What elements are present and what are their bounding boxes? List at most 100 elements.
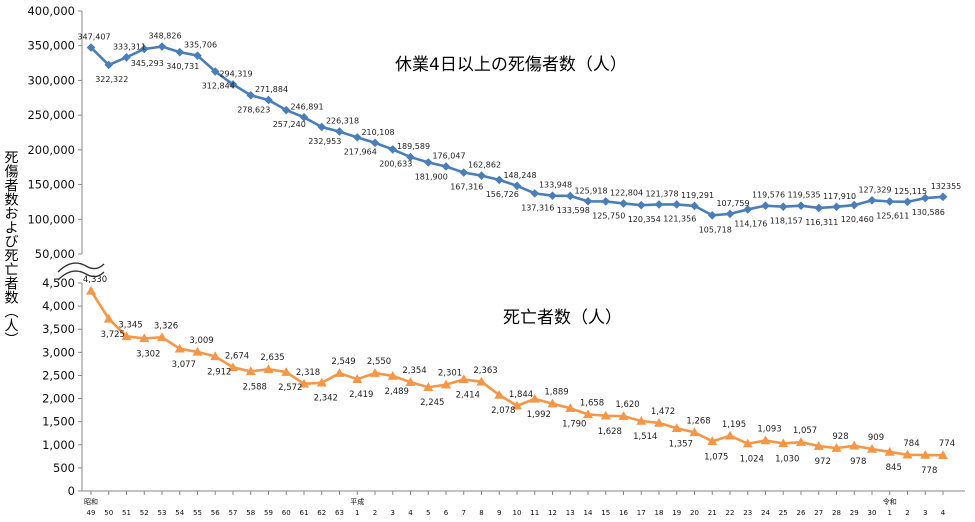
injuries-point [494, 175, 504, 185]
deaths-point [334, 368, 345, 377]
deaths-data-label: 2,549 [331, 357, 355, 367]
deaths-point [405, 377, 416, 386]
injuries-data-label: 345,293 [131, 59, 164, 68]
injuries-data-label: 335,706 [184, 41, 217, 50]
deaths-data-label: 2,318 [296, 368, 320, 378]
deaths-data-label: 845 [886, 463, 902, 473]
injuries-point [281, 105, 291, 115]
injuries-data-label: 347,407 [77, 33, 110, 42]
y-axis-title: 死傷者数および死亡者数（人） [1, 150, 19, 351]
injuries-data-label: 348,826 [148, 32, 181, 41]
injuries-data-label: 121,378 [645, 189, 678, 198]
deaths-point [547, 398, 558, 408]
injuries-data-label: 271,884 [255, 85, 288, 94]
x-tick-label: 2 [905, 509, 909, 517]
x-tick-label: 3 [923, 509, 927, 517]
x-tick-label: 13 [566, 509, 575, 517]
deaths-point [86, 285, 96, 295]
y-tick-label: 300,000 [27, 73, 75, 87]
deaths-point [618, 411, 629, 420]
x-tick-label: 54 [175, 509, 184, 517]
deaths-data-label: 2,912 [207, 367, 231, 377]
deaths-point [778, 438, 789, 448]
deaths-data-label: 2,489 [385, 387, 409, 397]
injuries-point [335, 127, 344, 136]
injuries-data-label: 156,726 [486, 190, 519, 199]
injuries-data-label: 119,576 [752, 191, 785, 200]
deaths-data-label: 4,330 [83, 275, 107, 285]
x-tick-label: 21 [708, 509, 717, 517]
injuries-data-label: 122,804 [610, 188, 643, 197]
x-tick-label: 20 [690, 509, 699, 517]
deaths-point [263, 364, 274, 373]
deaths-data-label: 1,790 [562, 419, 586, 429]
y-tick-label: 500 [53, 461, 75, 475]
injuries-point [370, 138, 380, 148]
injuries-point [654, 200, 664, 209]
injuries-data-label: 257,240 [273, 120, 306, 129]
injuries-data-label: 312,844 [202, 82, 235, 91]
deaths-data-label: 1,992 [527, 410, 551, 420]
x-tick-label: 25 [779, 509, 788, 517]
injuries-data-label: 125,115 [894, 187, 927, 196]
deaths-point [103, 313, 114, 323]
deaths-data-label: 1,057 [793, 426, 817, 436]
x-tick-label: 58 [246, 509, 255, 517]
injuries-data-label: 120,460 [841, 215, 874, 224]
x-tick-label: 53 [158, 509, 167, 517]
x-tick-label: 12 [548, 509, 557, 517]
deaths-point [476, 376, 487, 386]
injuries-point [210, 67, 220, 76]
deaths-data-label: 1,472 [651, 407, 675, 417]
x-tick-label: 59 [264, 509, 273, 517]
deaths-point [867, 443, 877, 453]
x-tick-label: 49 [87, 509, 96, 517]
injuries-data-label: 210,108 [361, 128, 394, 137]
injuries-point [849, 200, 859, 210]
x-tick-label: 1 [888, 509, 892, 517]
injuries-data-label: 148,248 [503, 171, 536, 180]
deaths-data-label: 2,674 [225, 351, 249, 361]
deaths-point [884, 446, 895, 456]
injuries-data-label: 121,356 [663, 214, 696, 223]
deaths-point [174, 343, 185, 353]
injuries-point [867, 196, 877, 205]
deaths-data-label: 928 [832, 432, 848, 442]
injuries-point [317, 122, 327, 132]
injuries-data-label: 322,322 [95, 75, 128, 84]
y-tick-label: 1,000 [42, 438, 75, 452]
injuries-data-label: 133,948 [539, 181, 572, 190]
y-tick-label: 400,000 [27, 4, 75, 18]
deaths-data-label: 2,354 [402, 366, 426, 376]
x-tick-label: 8 [479, 509, 483, 517]
deaths-data-label: 1,620 [615, 400, 639, 410]
deaths-data-label: 1,844 [509, 390, 533, 400]
x-tick-label: 51 [122, 509, 131, 517]
deaths-point [760, 435, 771, 445]
deaths-data-label: 778 [921, 466, 937, 476]
injuries-point [565, 191, 575, 201]
x-tick-label: 16 [619, 509, 628, 517]
y-tick-label: 4,000 [42, 299, 75, 313]
injuries-point [388, 145, 398, 154]
deaths-point [849, 440, 860, 450]
deaths-data-label: 2,245 [420, 398, 444, 408]
series-title-deaths: 死亡者数（人） [503, 308, 622, 328]
injuries-data-label: 294,319 [219, 69, 252, 78]
deaths-point [210, 351, 221, 361]
injuries-point [86, 43, 96, 52]
x-tick-label: 28 [832, 509, 841, 517]
deaths-data-label: 2,550 [367, 357, 391, 367]
x-tick-label: 24 [761, 509, 770, 517]
injuries-point [175, 47, 185, 57]
deaths-data-label: 2,572 [278, 383, 302, 393]
deaths-point [299, 378, 309, 388]
injuries-point [477, 171, 486, 180]
injuries-data-label: 130,586 [912, 208, 945, 217]
era-label: 令和 [883, 497, 897, 506]
era-label: 昭和 [84, 497, 98, 506]
x-tick-label: 57 [229, 509, 238, 517]
injuries-point [743, 205, 753, 214]
injuries-point [601, 197, 611, 206]
deaths-point [920, 450, 931, 459]
